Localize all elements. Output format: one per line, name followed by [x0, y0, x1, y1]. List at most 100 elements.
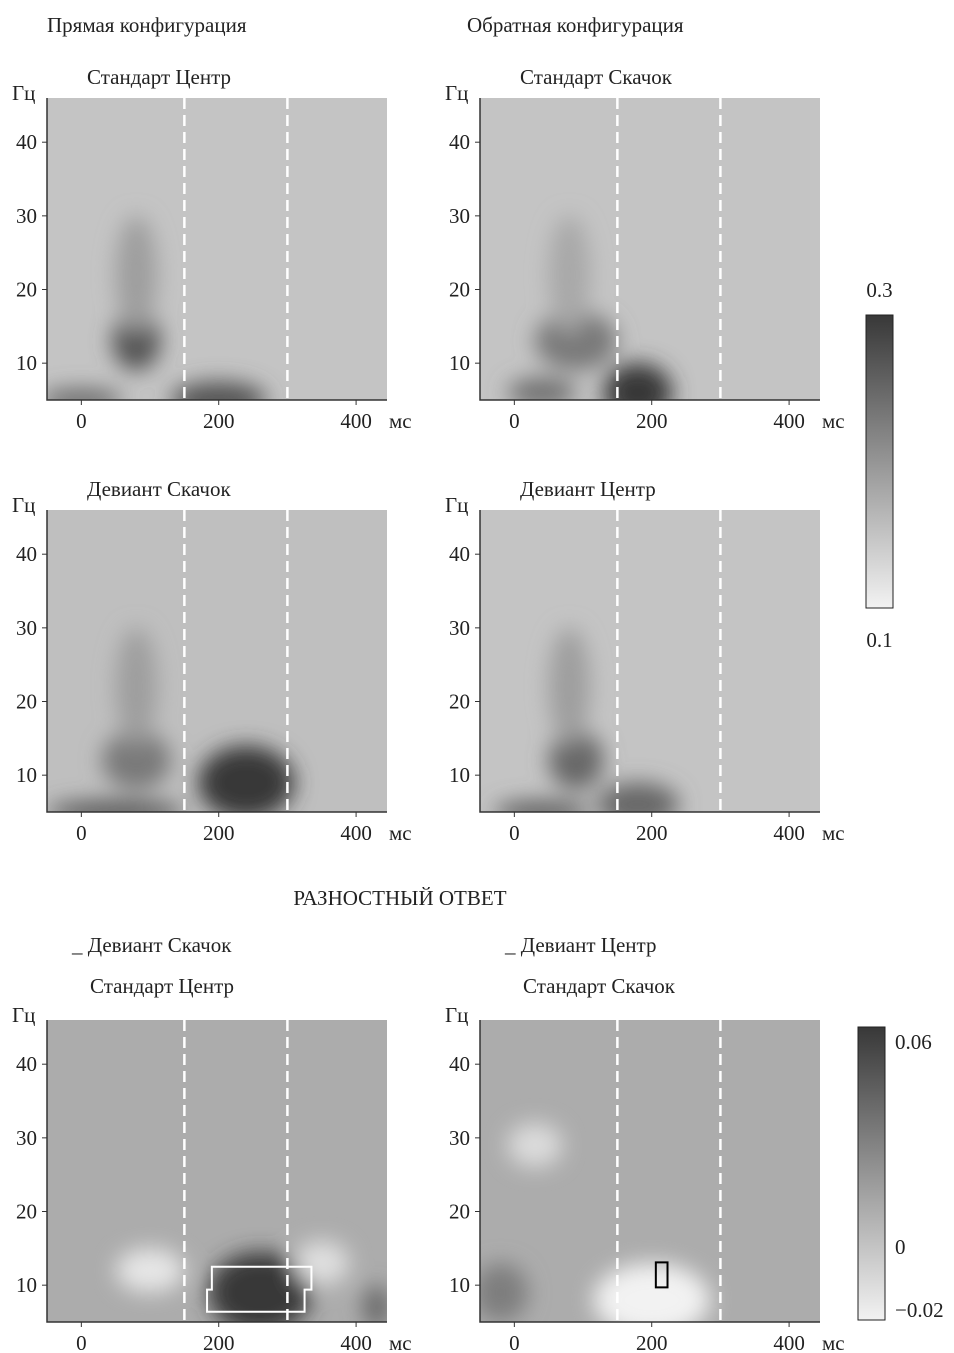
- heatmap-blob: [170, 381, 267, 400]
- y-axis-label: Гц: [12, 1003, 35, 1027]
- y-tick-label: 40: [16, 1052, 37, 1076]
- heatmap-blob: [115, 1248, 185, 1293]
- colorbar-tick-label: 0: [895, 1235, 906, 1259]
- y-tick-label: 20: [16, 690, 37, 714]
- colorbar-tick-label: −0.02: [895, 1298, 944, 1322]
- colorbar-scale: [857, 1026, 886, 1321]
- plot-area: [480, 510, 820, 812]
- x-axis-label: мс: [822, 821, 845, 845]
- heatmap-blob: [548, 730, 604, 790]
- panel-title: Стандарт Центр: [90, 974, 234, 998]
- blobs: [507, 215, 673, 400]
- y-axis-label: Гц: [12, 493, 35, 517]
- blobs: [480, 1123, 711, 1322]
- x-tick-label: 400: [340, 409, 372, 433]
- heatmap-blob: [548, 215, 590, 334]
- colorbar-scale: [865, 314, 894, 609]
- y-tick-label: 30: [449, 1126, 470, 1150]
- axis-line: [46, 510, 387, 813]
- x-tick-label: 0: [76, 1331, 87, 1353]
- x-tick-label: 0: [76, 821, 87, 845]
- y-axis-label: Гц: [445, 493, 468, 517]
- y-tick-label: 40: [449, 1052, 470, 1076]
- heatmap-background: [480, 98, 820, 400]
- heatmap-blob: [208, 1252, 312, 1322]
- axis-line: [479, 510, 820, 813]
- y-tick-label: 20: [16, 278, 37, 302]
- y-tick-label: 40: [449, 130, 470, 154]
- significance-outline: [206, 1265, 313, 1313]
- axis-line: [46, 98, 387, 401]
- x-tick-label: 200: [636, 409, 668, 433]
- plot-area: [47, 1020, 387, 1322]
- heatmap-blob: [507, 1123, 563, 1168]
- y-tick-label: 10: [16, 1273, 37, 1297]
- colorbar-tick-label: 0.3: [866, 278, 892, 302]
- y-tick-label: 30: [16, 204, 37, 228]
- heatmap-blob: [198, 745, 295, 812]
- heatmap-blob: [47, 800, 185, 812]
- heatmap-blob: [548, 627, 590, 746]
- x-axis-label: мс: [822, 409, 845, 433]
- y-tick-label: 10: [16, 351, 37, 375]
- blobs: [47, 627, 295, 812]
- heatmap-blob: [603, 363, 673, 400]
- plot-area: [47, 510, 387, 812]
- x-tick-label: 0: [76, 409, 87, 433]
- y-tick-label: 20: [449, 1200, 470, 1224]
- panel-title: Стандарт Центр: [87, 65, 231, 89]
- y-axis-label: Гц: [12, 81, 35, 105]
- heatmap-blob: [115, 215, 157, 334]
- heatmap-blob: [493, 800, 590, 812]
- heatmap-blob: [47, 388, 123, 400]
- y-tick-label: 10: [449, 763, 470, 787]
- x-tick-label: 400: [773, 821, 805, 845]
- y-tick-label: 20: [449, 278, 470, 302]
- x-axis-label: мс: [389, 409, 412, 433]
- axis-line: [479, 98, 820, 401]
- colorbar: 0.06 0 −0.02: [857, 1026, 944, 1322]
- heatmap-blob: [480, 1263, 529, 1322]
- panel-title: Девиант Скачок: [87, 477, 231, 501]
- y-axis-label: Гц: [445, 1003, 468, 1027]
- panel-title: Стандарт Скачок: [523, 974, 676, 998]
- panel-title: Стандарт Скачок: [520, 65, 673, 89]
- x-tick-label: 0: [509, 409, 520, 433]
- panel-title: _ Девиант Скачок: [71, 933, 232, 957]
- y-axis-label: Гц: [445, 81, 468, 105]
- y-tick-label: 40: [16, 542, 37, 566]
- heatmap-blob: [294, 1240, 350, 1286]
- heatmap-blob: [362, 1285, 387, 1322]
- plot-area: [480, 98, 820, 400]
- x-tick-label: 200: [636, 1331, 668, 1353]
- plot-area: [480, 1020, 820, 1322]
- colorbar-tick-label: 0.06: [895, 1030, 932, 1054]
- blobs: [115, 1240, 387, 1322]
- x-tick-label: 200: [636, 821, 668, 845]
- heatmap-blob: [593, 1263, 711, 1322]
- heatmap-background: [47, 98, 387, 400]
- y-tick-label: 30: [449, 204, 470, 228]
- x-axis-label: мс: [822, 1331, 845, 1353]
- x-axis-label: мс: [389, 1331, 412, 1353]
- x-tick-label: 0: [509, 821, 520, 845]
- column-title: Обратная конфигурация: [467, 13, 684, 37]
- section-title: РАЗНОСТНЫЙ ОТВЕТ: [293, 886, 506, 910]
- y-tick-label: 40: [16, 130, 37, 154]
- plot-area: [47, 98, 387, 400]
- x-tick-label: 400: [773, 1331, 805, 1353]
- y-tick-label: 40: [449, 542, 470, 566]
- y-tick-label: 20: [16, 1200, 37, 1224]
- x-tick-label: 200: [203, 409, 235, 433]
- heatmap-blob: [112, 311, 161, 371]
- column-title: Прямая конфигурация: [47, 13, 247, 37]
- significance-outline: [654, 1261, 669, 1289]
- heatmap-background: [480, 510, 820, 812]
